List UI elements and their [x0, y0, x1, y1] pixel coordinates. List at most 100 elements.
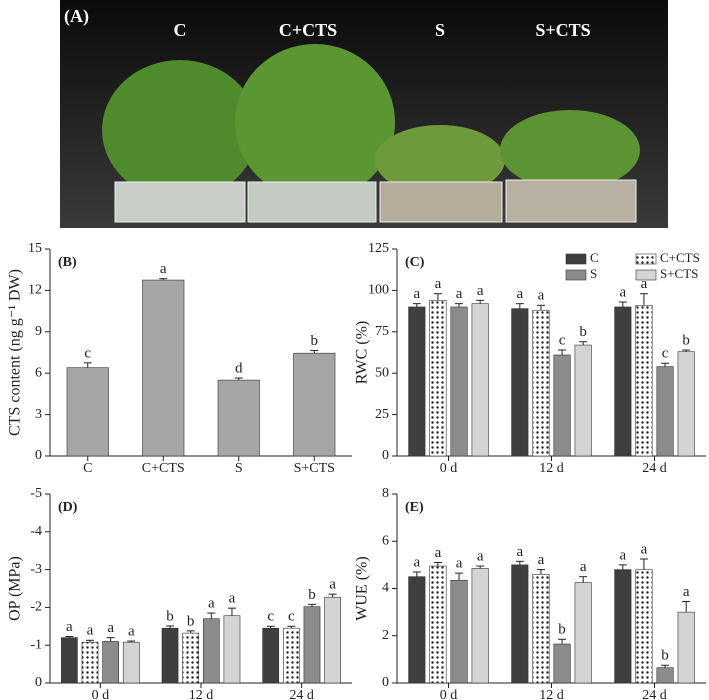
significance-letter: b [187, 613, 195, 629]
bar [408, 576, 426, 684]
legend-label: C+CTS [660, 250, 700, 265]
significance-letter: a [208, 596, 215, 612]
bar [656, 667, 674, 684]
significance-letter: d [235, 360, 243, 376]
bar [202, 618, 220, 684]
bar [511, 308, 529, 457]
significance-letter: a [329, 577, 336, 593]
bar [223, 615, 241, 684]
bar [635, 305, 653, 457]
significance-letter: b [311, 333, 319, 349]
y-tick-label: 0 [382, 675, 389, 690]
x-tick-label: S+CTS [294, 461, 335, 476]
bar [429, 300, 447, 457]
significance-letter: a [87, 623, 94, 639]
bar [142, 279, 185, 457]
significance-letter: a [413, 554, 420, 570]
bar [614, 569, 632, 684]
y-tick-label: -1 [30, 637, 42, 652]
x-tick-label: 0 d [440, 461, 458, 476]
x-tick-label: C [83, 461, 92, 476]
significance-letter: a [516, 286, 523, 302]
significance-letter: a [160, 261, 167, 277]
significance-letter: a [128, 623, 135, 639]
bar [262, 627, 280, 684]
bar [429, 565, 447, 684]
significance-letter: b [661, 648, 669, 664]
photo-label: S+CTS [535, 20, 590, 40]
significance-letter: c [288, 609, 295, 625]
significance-letter: a [619, 547, 626, 563]
significance-letter: a [580, 559, 587, 575]
bar [122, 641, 140, 684]
bar [532, 309, 550, 457]
significance-letter: a [456, 556, 463, 572]
y-tick-label: 9 [35, 324, 42, 339]
significance-letter: c [84, 345, 91, 361]
bar [511, 564, 529, 684]
legend-label: S+CTS [660, 266, 698, 281]
bar [635, 569, 653, 684]
bar [450, 579, 468, 684]
significance-letter: a [435, 276, 442, 292]
significance-letter: a [435, 545, 442, 561]
bar [553, 643, 571, 684]
x-tick-label: 12 d [189, 688, 214, 700]
significance-letter: a [641, 276, 648, 292]
bar [282, 627, 300, 684]
y-tick-label: 4 [382, 581, 389, 596]
bar [217, 379, 260, 457]
significance-letter: a [413, 286, 420, 302]
bar [102, 641, 120, 684]
y-tick-label: -5 [30, 486, 42, 501]
y-tick-label: 12 [28, 283, 42, 298]
significance-letter: b [558, 622, 566, 638]
y-tick-label: 75 [375, 324, 389, 339]
legend-swatch [565, 253, 587, 265]
photo-label: C+CTS [279, 20, 337, 40]
panel-label: (A) [64, 6, 89, 27]
bar [61, 637, 78, 684]
y-tick-label: 6 [382, 533, 389, 548]
x-tick-label: 12 d [539, 461, 564, 476]
significance-letter: b [308, 587, 316, 603]
y-axis-label: CTS content (ng g⁻¹ DW) [7, 269, 24, 436]
significance-letter: a [538, 288, 545, 304]
bar [677, 351, 695, 457]
bar [450, 306, 468, 457]
y-tick-label: 0 [382, 448, 389, 463]
bar [553, 354, 571, 457]
bar [614, 306, 632, 457]
x-tick-label: 24 d [642, 688, 667, 700]
bar [574, 344, 592, 457]
bar [471, 303, 489, 457]
bar [677, 611, 695, 684]
significance-letter: a [107, 620, 114, 636]
significance-letter: a [538, 552, 545, 568]
panel-label: (B) [58, 255, 77, 270]
bar [532, 574, 550, 684]
bar [293, 352, 336, 457]
significance-letter: a [516, 544, 523, 560]
bar [574, 582, 592, 684]
significance-letter: c [662, 346, 669, 362]
y-tick-label: -2 [30, 600, 42, 615]
y-tick-label: 0 [35, 448, 42, 463]
bar [303, 606, 321, 684]
legend-label: C [590, 250, 599, 265]
significance-letter: a [619, 284, 626, 300]
y-tick-label: 3 [35, 407, 42, 422]
significance-letter: c [267, 609, 274, 625]
legend-swatch [635, 253, 657, 265]
bar [161, 627, 179, 684]
panel-label: (C) [405, 255, 425, 270]
significance-letter: a [477, 283, 484, 299]
x-tick-label: 12 d [539, 688, 564, 700]
y-axis-label: RWC (%) [354, 321, 371, 385]
y-tick-label: 100 [368, 283, 389, 298]
photo: (A) C C+CTS S S+CTS [60, 0, 668, 228]
y-tick-label: 25 [375, 407, 389, 422]
y-tick-label: 6 [35, 365, 42, 380]
photo-label: S [435, 20, 445, 40]
